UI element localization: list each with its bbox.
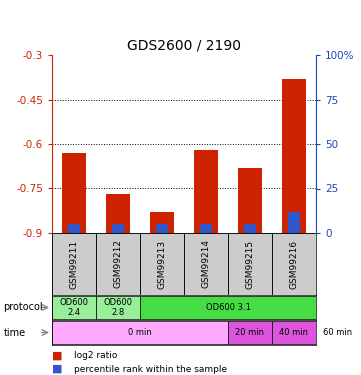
- Bar: [282, 79, 306, 233]
- Text: 60 min: 60 min: [323, 328, 353, 337]
- Text: OD600
2.4: OD600 2.4: [60, 298, 88, 317]
- Text: GSM99211: GSM99211: [70, 240, 78, 289]
- Bar: [228, 233, 272, 295]
- Bar: [68, 224, 80, 233]
- Text: time: time: [4, 327, 26, 338]
- Text: ■: ■: [52, 351, 62, 360]
- Text: OD600 3.1: OD600 3.1: [205, 303, 251, 312]
- Text: GSM99214: GSM99214: [201, 240, 210, 288]
- Bar: [112, 224, 124, 233]
- Bar: [238, 168, 262, 233]
- Bar: [140, 296, 316, 319]
- Bar: [140, 233, 184, 295]
- Bar: [194, 150, 218, 233]
- Bar: [272, 321, 316, 344]
- Text: GSM99212: GSM99212: [113, 240, 122, 288]
- Bar: [52, 321, 228, 344]
- Bar: [52, 233, 96, 295]
- Text: 20 min: 20 min: [235, 328, 265, 337]
- Text: 40 min: 40 min: [279, 328, 309, 337]
- Bar: [52, 296, 96, 319]
- Text: percentile rank within the sample: percentile rank within the sample: [74, 364, 227, 374]
- Text: protocol: protocol: [4, 303, 43, 312]
- Bar: [150, 212, 174, 233]
- Text: log2 ratio: log2 ratio: [74, 351, 117, 360]
- Bar: [156, 224, 168, 233]
- Bar: [272, 233, 316, 295]
- Bar: [184, 233, 228, 295]
- Text: 0 min: 0 min: [128, 328, 152, 337]
- Text: GSM99215: GSM99215: [245, 240, 255, 289]
- Bar: [106, 194, 130, 233]
- Text: GSM99216: GSM99216: [290, 240, 299, 289]
- Text: ■: ■: [52, 364, 62, 374]
- Bar: [96, 296, 140, 319]
- Text: OD600
2.8: OD600 2.8: [104, 298, 132, 317]
- Bar: [62, 153, 86, 233]
- Bar: [288, 211, 300, 233]
- Bar: [200, 224, 212, 233]
- Bar: [244, 224, 256, 233]
- Bar: [228, 321, 272, 344]
- Bar: [316, 321, 360, 344]
- Title: GDS2600 / 2190: GDS2600 / 2190: [127, 39, 241, 53]
- Bar: [96, 233, 140, 295]
- Text: GSM99213: GSM99213: [157, 240, 166, 289]
